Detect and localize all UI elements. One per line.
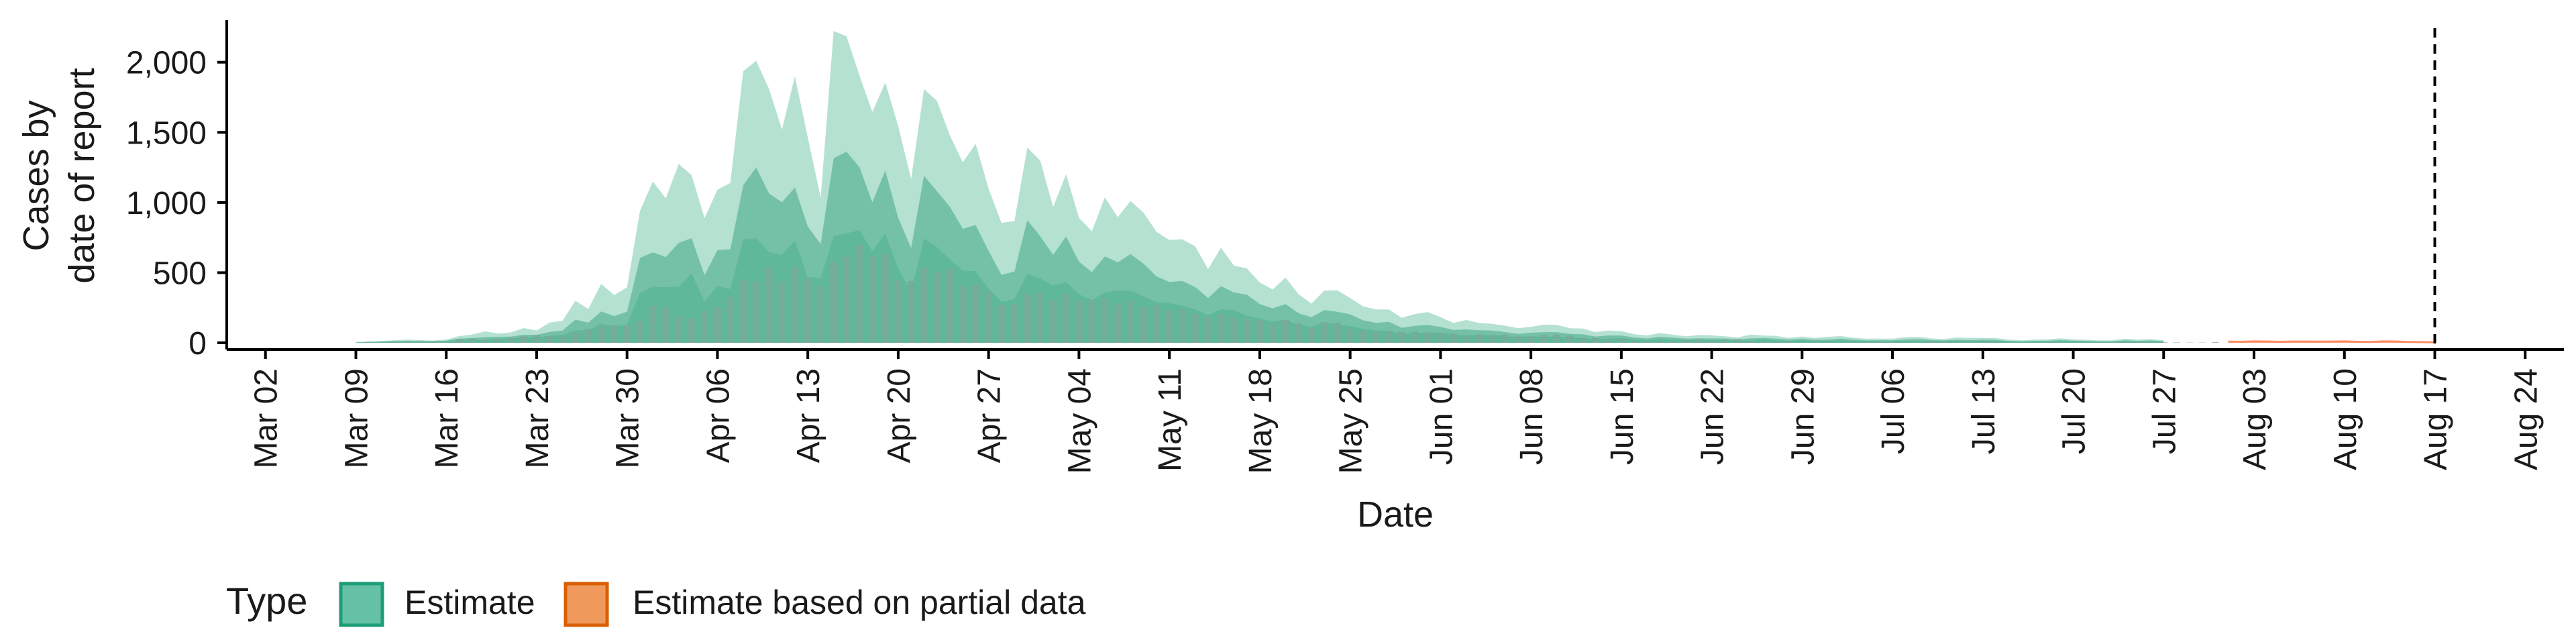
y-tick-label: 0 <box>189 326 207 362</box>
y-ticks: 0 500 1,000 1,500 2,000 <box>126 46 227 362</box>
estimate-outer-area <box>356 31 2164 343</box>
partial-estimate-band <box>2228 340 2435 343</box>
x-tick-label: Mar 02 <box>249 368 284 468</box>
y-tick-label: 1,000 <box>126 186 207 221</box>
x-tick-label: Jul 06 <box>1876 368 1911 454</box>
x-tick-label: Mar 16 <box>429 368 465 468</box>
x-tick-label: May 25 <box>1334 368 1369 474</box>
x-tick-label: Jul 13 <box>1966 368 2002 454</box>
plot-area <box>356 28 2436 350</box>
x-tick-label: May 18 <box>1243 368 1279 474</box>
legend-key-estimate <box>339 582 384 627</box>
legend-label-partial: Estimate based on partial data <box>633 584 1086 621</box>
x-ticks: Mar 02 Mar 09 Mar 16 Mar 23 Mar 30 Apr 06 Apr … <box>249 350 2544 474</box>
x-tick-label: Aug 17 <box>2418 368 2454 470</box>
x-tick-label: Mar 09 <box>339 368 375 468</box>
legend: Type Estimate Estimate based on partial … <box>226 580 1086 627</box>
x-tick-label: Mar 23 <box>520 368 555 468</box>
x-tick-label: Aug 24 <box>2508 368 2544 470</box>
y-tick-label: 2,000 <box>126 46 207 81</box>
x-tick-label: Aug 10 <box>2328 368 2363 470</box>
observed-bar <box>2173 342 2180 343</box>
x-tick-label: Apr 06 <box>700 368 736 463</box>
y-tick-label: 1,500 <box>126 115 207 151</box>
x-tick-label: Jun 15 <box>1605 368 1640 465</box>
x-tick-label: Apr 20 <box>881 368 917 463</box>
y-tick-label: 500 <box>153 256 207 291</box>
x-tick-label: Jun 29 <box>1785 368 1821 465</box>
x-tick-label: Mar 30 <box>610 368 646 468</box>
x-tick-label: Apr 13 <box>791 368 826 463</box>
x-tick-label: May 11 <box>1152 368 1188 472</box>
y-axis-title-line-2: date of report <box>62 68 102 283</box>
y-axis-title: Cases by date of report <box>16 68 102 283</box>
legend-title: Type <box>226 580 307 622</box>
y-axis-title-line-1: Cases by <box>16 100 56 251</box>
x-tick-label: May 04 <box>1062 368 1097 474</box>
x-tick-label: Jul 20 <box>2057 368 2092 454</box>
partial-estimate-line <box>2228 340 2435 343</box>
x-tick-label: Jul 27 <box>2147 368 2182 454</box>
x-tick-label: Jun 01 <box>1424 368 1459 465</box>
estimate-outer-band <box>356 31 2164 343</box>
x-tick-label: Aug 03 <box>2237 368 2273 470</box>
x-tick-label: Apr 27 <box>972 368 1008 463</box>
x-axis-title: Date <box>1357 494 1434 535</box>
observed-bar <box>2212 342 2219 343</box>
x-tick-label: Jun 08 <box>1514 368 1550 465</box>
legend-key-partial <box>564 582 609 627</box>
legend-label-estimate: Estimate <box>405 584 535 621</box>
estimate-inner-area <box>356 152 2164 343</box>
estimate-inner-band <box>356 152 2164 343</box>
x-tick-label: Jun 22 <box>1695 368 1731 465</box>
